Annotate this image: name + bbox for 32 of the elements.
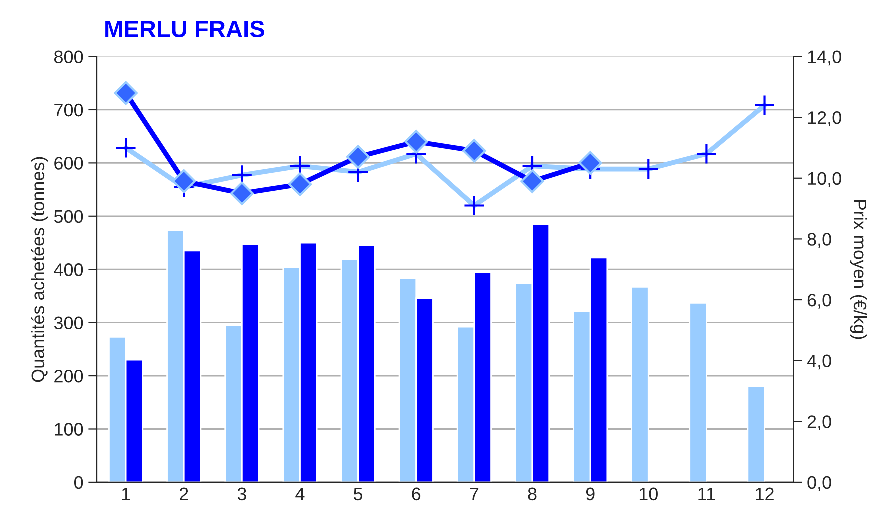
y-tick-label: 700 [54, 104, 84, 117]
x-tick-label: 2 [180, 488, 188, 500]
x-tick-label: 12 [756, 488, 774, 500]
y-tick-label: 300 [54, 316, 84, 330]
x-tick-label: 8 [528, 488, 537, 501]
y2-tick-label: 4,0 [807, 354, 832, 370]
x-tick-label: 9 [586, 488, 595, 501]
x-tick-label: 4 [296, 488, 305, 500]
y-tick-label: 600 [54, 157, 84, 170]
y2-tick-label: 2,0 [808, 416, 832, 430]
x-tick-label: 1 [122, 488, 130, 500]
y-tick-label: 200 [54, 370, 84, 383]
y-tick-label: 0 [74, 476, 84, 490]
x-tick-label: 6 [412, 488, 421, 501]
y2-tick-label: 6,0 [808, 294, 832, 309]
chart-title: MERLU FRAIS [106, 20, 264, 38]
y2-tick-label: 10,0 [808, 172, 842, 188]
x-tick-label: 5 [354, 488, 363, 501]
y-tick-label: 100 [55, 423, 84, 436]
y-tick-label: 400 [54, 264, 84, 276]
y2-tick-label: 8,0 [808, 233, 832, 248]
x-tick-label: 7 [470, 488, 479, 500]
y2-tick-label: 0,0 [808, 476, 832, 492]
y2-tick-label: 14,0 [808, 50, 842, 66]
y-tick-label: 500 [54, 210, 84, 224]
y2-tick-label: 12,0 [808, 112, 842, 126]
x-tick-label: 10 [640, 488, 658, 501]
x-tick-label: 11 [698, 488, 716, 500]
y-axis-title: Quantités achetées (tonnes) [31, 157, 48, 382]
y-tick-label: 800 [54, 50, 84, 64]
x-tick-label: 3 [238, 488, 246, 501]
y2-axis-title: Prix moyen (€/kg) [850, 200, 868, 340]
